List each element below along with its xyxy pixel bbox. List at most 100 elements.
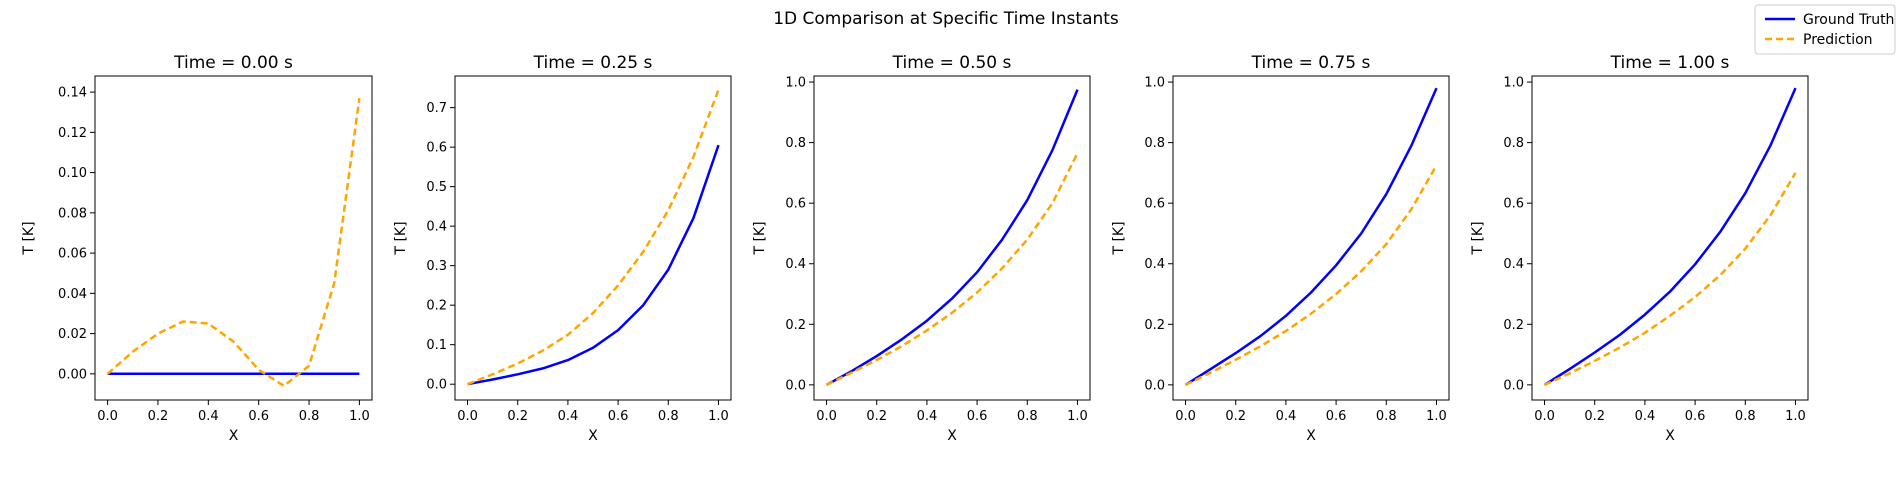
x-tick-label: 0.2 bbox=[1584, 409, 1605, 424]
subplot-1: Time = 0.00 s 0.0 0.2 0.4 0.6 0.8 1.0 0.00 0.02 0… bbox=[21, 53, 373, 444]
y-tick-label: 0.2 bbox=[785, 318, 806, 333]
y-tick-label: 0.0 bbox=[785, 378, 806, 393]
y-tick-label: 0.4 bbox=[785, 257, 806, 272]
y-tick-label: 0.12 bbox=[58, 126, 87, 141]
y-tick-label: 0.4 bbox=[1503, 257, 1524, 272]
y-tick-label: 0.6 bbox=[1503, 197, 1524, 212]
legend: Ground Truth Prediction bbox=[1754, 4, 1896, 55]
y-tick-label: 0.08 bbox=[58, 206, 87, 221]
y-tick-label: 0.2 bbox=[1503, 318, 1524, 333]
y-tick-label: 0.0 bbox=[1503, 378, 1524, 393]
x-tick-label: 0.8 bbox=[658, 409, 679, 424]
x-tick-label: 0.2 bbox=[1225, 409, 1246, 424]
legend-label-ground-truth: Ground Truth bbox=[1803, 12, 1894, 28]
subplot-title: Time = 0.50 s bbox=[892, 53, 1012, 73]
x-tick-label: 0.2 bbox=[507, 409, 528, 424]
x-tick-label: 0.6 bbox=[248, 409, 269, 424]
series-line-ground-truth bbox=[1184, 87, 1438, 386]
y-tick-label: 0.00 bbox=[58, 367, 87, 382]
y-tick-label: 0.2 bbox=[1144, 318, 1165, 333]
y-tick-label: 0.0 bbox=[1144, 378, 1165, 393]
series-line-prediction bbox=[106, 97, 361, 388]
y-axis-label: T [K] bbox=[393, 221, 409, 255]
x-tick-label: 0.4 bbox=[558, 409, 579, 424]
x-tick-label: 1.0 bbox=[349, 409, 370, 424]
x-tick-label: 1.0 bbox=[1067, 409, 1088, 424]
x-tick-label: 1.0 bbox=[1785, 409, 1806, 424]
x-tick-label: 0.0 bbox=[457, 409, 478, 424]
x-axis-label: X bbox=[229, 428, 239, 444]
subplot-4: Time = 0.75 s 0.0 0.2 0.4 0.6 0.8 1.0 0.0 0.2 0.4… bbox=[1111, 53, 1450, 444]
x-tick-label: 0.4 bbox=[198, 409, 219, 424]
y-tick-label: 0.0 bbox=[426, 378, 447, 393]
x-axis-label: X bbox=[1306, 428, 1316, 444]
series-line-ground-truth bbox=[825, 89, 1079, 386]
y-tick-label: 0.1 bbox=[426, 338, 447, 353]
y-tick-label: 0.6 bbox=[785, 197, 806, 212]
y-tick-label: 1.0 bbox=[785, 76, 806, 91]
y-axis-label: T [K] bbox=[752, 221, 768, 255]
x-tick-label: 1.0 bbox=[708, 409, 729, 424]
y-tick-label: 0.06 bbox=[58, 247, 87, 262]
x-tick-label: 0.0 bbox=[97, 409, 118, 424]
legend-box bbox=[1754, 4, 1896, 55]
x-tick-label: 0.8 bbox=[299, 409, 320, 424]
y-tick-label: 0.8 bbox=[1144, 136, 1165, 151]
y-tick-label: 0.04 bbox=[58, 287, 87, 302]
x-tick-label: 0.2 bbox=[148, 409, 169, 424]
y-tick-label: 0.14 bbox=[58, 86, 87, 101]
series-line-ground-truth bbox=[1543, 87, 1797, 386]
y-tick-label: 0.6 bbox=[426, 141, 447, 156]
x-axis-label: X bbox=[588, 428, 598, 444]
x-tick-label: 0.8 bbox=[1376, 409, 1397, 424]
x-tick-label: 0.4 bbox=[1276, 409, 1297, 424]
figure-title: 1D Comparison at Specific Time Instants bbox=[773, 9, 1119, 29]
y-axis-label: T [K] bbox=[1470, 221, 1486, 255]
y-tick-label: 0.6 bbox=[1144, 197, 1165, 212]
y-tick-label: 0.4 bbox=[1144, 257, 1165, 272]
x-tick-label: 1.0 bbox=[1426, 409, 1447, 424]
y-tick-label: 0.02 bbox=[58, 327, 87, 342]
x-tick-label: 0.2 bbox=[866, 409, 887, 424]
x-tick-label: 0.0 bbox=[1175, 409, 1196, 424]
subplot-title: Time = 0.00 s bbox=[173, 53, 293, 73]
x-tick-label: 0.6 bbox=[608, 409, 629, 424]
x-tick-label: 0.6 bbox=[1685, 409, 1706, 424]
subplot-5: Time = 1.00 s 0.0 0.2 0.4 0.6 0.8 1.0 0.0 0.2 0.4… bbox=[1470, 53, 1809, 444]
axes-frame bbox=[1531, 75, 1809, 401]
series-line-prediction bbox=[467, 89, 720, 386]
y-tick-label: 0.8 bbox=[1503, 136, 1524, 151]
x-tick-label: 0.6 bbox=[967, 409, 988, 424]
y-tick-label: 0.2 bbox=[426, 299, 447, 314]
x-tick-label: 0.4 bbox=[1635, 409, 1656, 424]
subplot-2: Time = 0.25 s 0.0 0.2 0.4 0.6 0.8 1.0 0.0 0.1 0.2… bbox=[393, 53, 732, 444]
axes-frame bbox=[454, 75, 732, 401]
y-axis-label: T [K] bbox=[21, 221, 37, 255]
y-tick-label: 0.7 bbox=[426, 101, 447, 116]
y-tick-label: 0.5 bbox=[426, 180, 447, 195]
y-tick-label: 0.4 bbox=[426, 220, 447, 235]
y-tick-label: 0.8 bbox=[785, 136, 806, 151]
series-line-ground-truth bbox=[467, 144, 720, 386]
x-tick-label: 0.8 bbox=[1017, 409, 1038, 424]
x-tick-label: 0.6 bbox=[1326, 409, 1347, 424]
subplots: Time = 0.00 s 0.0 0.2 0.4 0.6 0.8 1.0 0.00 0.02 0… bbox=[21, 53, 1809, 444]
series-line-prediction bbox=[1184, 164, 1438, 387]
axes-frame bbox=[94, 75, 373, 401]
y-tick-label: 1.0 bbox=[1144, 76, 1165, 91]
axes-frame bbox=[1172, 75, 1450, 401]
axes-frame bbox=[813, 75, 1091, 401]
y-tick-label: 0.3 bbox=[426, 259, 447, 274]
x-tick-label: 0.0 bbox=[1534, 409, 1555, 424]
x-axis-label: X bbox=[1665, 428, 1675, 444]
subplot-title: Time = 0.25 s bbox=[533, 53, 653, 73]
y-tick-label: 0.10 bbox=[58, 166, 87, 181]
series-line-prediction bbox=[1543, 172, 1797, 387]
y-tick-label: 1.0 bbox=[1503, 76, 1524, 91]
y-axis-label: T [K] bbox=[1111, 221, 1127, 255]
x-tick-label: 0.0 bbox=[816, 409, 837, 424]
x-tick-label: 0.8 bbox=[1735, 409, 1756, 424]
series-line-prediction bbox=[825, 152, 1079, 387]
x-axis-label: X bbox=[947, 428, 957, 444]
